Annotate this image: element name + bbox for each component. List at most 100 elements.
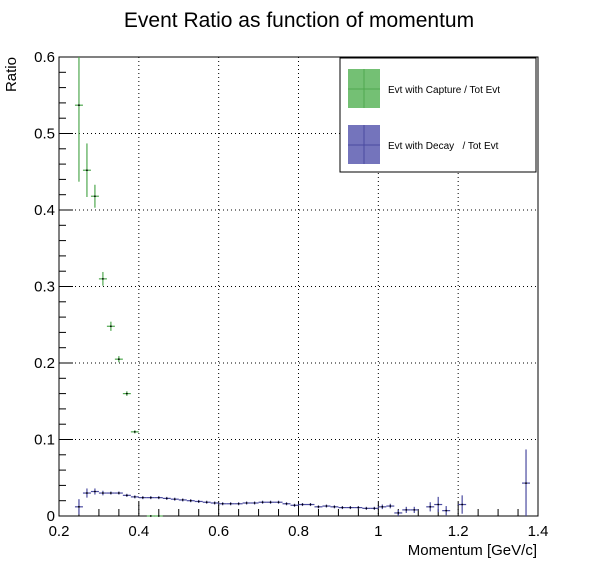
data-point [338,506,347,510]
point-marker [341,506,344,509]
data-point [186,499,195,503]
point-marker [157,496,160,499]
data-point [522,449,531,516]
x-axis-label: Momentum [GeV/c] [408,542,537,559]
data-point [154,515,163,517]
point-marker [285,502,288,505]
point-marker [149,515,152,517]
point-marker [133,430,136,433]
data-point [442,506,451,516]
point-marker [205,501,208,504]
x-tick-label: 1.4 [528,523,549,540]
y-tick-label: 0.5 [34,126,55,143]
data-point [146,515,155,517]
data-point [82,488,91,498]
point-marker [365,507,368,510]
data-point [130,430,139,434]
data-point [98,490,107,496]
point-marker [333,505,336,508]
point-marker [86,492,88,494]
data-point [250,501,259,505]
point-marker [149,496,152,499]
data-point [234,502,243,506]
data-point [362,506,371,510]
data-point [194,499,203,503]
point-marker [309,503,312,506]
point-marker [173,498,176,501]
data-point [330,505,339,509]
data-series [74,57,531,517]
data-point [378,504,387,510]
series-decay [74,449,531,516]
data-point [122,493,131,497]
point-marker [157,515,160,517]
data-point [434,496,443,513]
data-point [282,502,291,506]
data-point [178,498,187,502]
point-marker [125,494,128,497]
point-marker [253,502,256,504]
point-marker [413,508,416,511]
data-point [370,506,379,510]
point-marker [437,503,440,506]
data-point [90,184,99,208]
point-marker [373,507,376,510]
legend: Evt with Capture / Tot Evt Evt with Deca… [339,57,537,173]
data-point [386,503,395,509]
point-marker [117,492,120,494]
data-point [346,506,355,510]
point-marker [141,496,144,499]
data-point [402,506,411,513]
point-marker [445,509,448,512]
point-marker [429,505,432,508]
data-point [322,504,331,508]
x-tick-label: 1 [374,523,382,540]
point-marker [317,505,320,508]
point-marker [325,505,328,507]
point-marker [525,482,527,485]
legend-label-capture: Evt with Capture / Tot Evt [388,85,500,96]
chart-title: Event Ratio as function of momentum [124,9,474,32]
data-point [290,503,299,507]
y-tick-label: 0.2 [34,355,55,372]
data-point [354,506,363,510]
point-marker [229,502,232,505]
point-marker [102,277,104,280]
point-marker [269,501,272,504]
point-marker [94,490,96,493]
x-tick-label: 1.2 [448,523,469,540]
y-axis-label: Ratio [3,57,20,92]
y-tick-label: 0.3 [34,279,55,296]
data-point [106,491,115,495]
data-point [314,505,323,509]
point-marker [189,499,192,502]
point-marker [277,501,280,504]
y-tick-label: 0 [47,508,55,525]
data-point [258,500,267,504]
point-marker [293,504,296,507]
x-tick-label: 0.4 [128,523,149,540]
point-marker [237,502,240,505]
data-point [298,502,307,507]
data-point [82,143,91,197]
point-marker [405,508,408,511]
point-marker [397,512,400,514]
y-tick-label: 0.4 [34,202,55,219]
data-point [266,500,275,504]
point-marker [181,499,184,501]
data-point [130,495,139,499]
data-point [170,497,179,501]
point-marker [261,501,264,504]
data-point [74,57,83,182]
point-marker [78,505,80,508]
data-point [306,502,315,507]
data-point [426,502,435,512]
data-point [202,500,211,504]
data-point [114,356,123,363]
x-tick-label: 0.2 [49,523,70,540]
point-marker [461,503,464,506]
y-tick-label: 0.1 [34,432,55,449]
point-marker [213,502,216,504]
data-point [122,391,131,396]
